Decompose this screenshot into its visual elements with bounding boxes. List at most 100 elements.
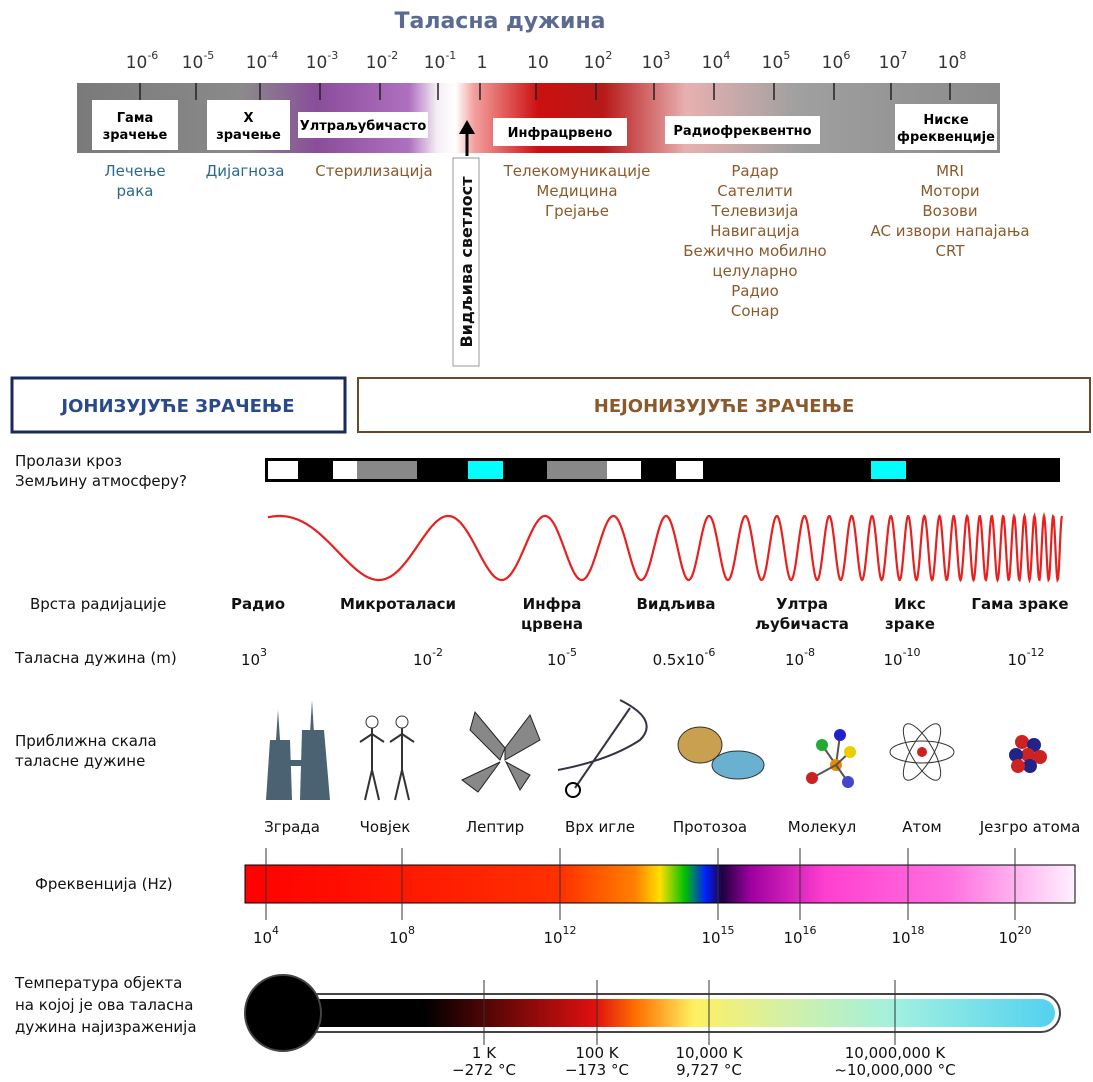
frequency-value: 1018 [891, 924, 924, 947]
type-label: љубичаста [755, 615, 849, 633]
use-label: Радар [731, 162, 778, 180]
wavelength-value-exp: -6 [704, 646, 715, 659]
use-label: Мотори [920, 182, 979, 200]
type-label: црвена [521, 615, 583, 633]
icon-atom [844, 746, 856, 758]
wavelength-scale-label-exp: 8 [959, 49, 966, 62]
use-label: Телевизија [711, 202, 799, 220]
band-label: фреквенције [897, 130, 995, 145]
use-label: Дијагноза [206, 162, 285, 180]
band-box [665, 116, 820, 144]
atmosphere-segment [333, 461, 357, 479]
atmosphere-segment [871, 461, 906, 479]
frequency-value: 104 [253, 924, 279, 947]
scale-item: Молекул [788, 818, 856, 836]
wavelength-scale-label-base: 10 [527, 53, 549, 73]
ionizing-label: ЈОНИЗУЈУЋЕ ЗРАЧЕЊЕ [59, 396, 294, 417]
scale-item: Човјек [360, 818, 411, 836]
icon-butterfly [461, 710, 541, 793]
wavelength-scale-label-base: 10 [182, 53, 204, 73]
frequency-value-base: 10 [543, 929, 562, 947]
icon-nucleon [1021, 748, 1035, 762]
wavelength-scale-label: 10-1 [424, 49, 457, 73]
thermometer-bulb [244, 974, 322, 1052]
frequency-value: 1016 [783, 924, 816, 947]
wavelength-scale-label-base: 10 [306, 53, 328, 73]
scale-item: Језгро атома [979, 818, 1081, 836]
band-label: Гама [117, 111, 153, 126]
wavelength-value-exp: 3 [260, 646, 267, 659]
band-box [92, 100, 178, 150]
icon-atom [816, 739, 828, 751]
scale-label: таласне дужине [15, 752, 145, 770]
wavelength-scale-label-exp: 3 [663, 49, 670, 62]
wavelength-value: 10-10 [883, 646, 920, 669]
band-label: Ниске [923, 113, 969, 128]
icon-human-head [395, 715, 409, 729]
wavelength-value-base: 10 [547, 651, 566, 669]
title: Таласна дужина [394, 9, 605, 34]
wavelength-scale-label: 10-4 [246, 49, 279, 73]
temperature-value: 10,000,000 K [845, 1044, 947, 1062]
frequency-value: 1015 [701, 924, 734, 947]
non-ionizing-label: НЕЈОНИЗУЈУЋЕ ЗРАЧЕЊЕ [594, 396, 855, 417]
wavelength-scale-label-base: 10 [584, 53, 606, 73]
types-label: Врста радијације [30, 595, 166, 613]
band-label: зрачење [103, 128, 168, 143]
use-label: Лечење [104, 162, 165, 180]
wavelength-scale-label-exp: 7 [900, 49, 907, 62]
wavelength-value-exp: -10 [903, 646, 921, 659]
wavelength-scale-label: 106 [822, 49, 851, 73]
band-box [895, 104, 997, 150]
wave [267, 511, 1064, 584]
wavelength-value: 0.5x10-6 [653, 646, 716, 669]
wavelength-value-exp: -5 [566, 646, 577, 659]
use-label: MRI [936, 162, 964, 180]
band-box [207, 100, 290, 150]
frequency-value-exp: 20 [1018, 924, 1032, 937]
scale-label: Приближна скала [15, 732, 157, 750]
temperature-label: дужина најизраженија [15, 1018, 197, 1036]
use-label: AC извори напајања [870, 222, 1029, 240]
icon-atom [834, 729, 846, 741]
icon-nucleon [1033, 750, 1047, 764]
frequency-value-base: 10 [998, 929, 1017, 947]
wavelength-scale-label: 105 [762, 49, 791, 73]
scale-item: Протозоа [673, 818, 747, 836]
icon-protozoa [677, 726, 723, 764]
wavelength-value-base: 10 [1007, 651, 1026, 669]
frequency-bar [244, 864, 1076, 904]
atmosphere-segment [547, 461, 607, 479]
wavelength-scale-label-base: 10 [126, 53, 148, 73]
temperature-label: на којој је ова таласна [15, 996, 193, 1014]
frequency-value-base: 10 [253, 929, 272, 947]
wavelength-scale-label: 103 [642, 49, 671, 73]
icon-needle-eye [565, 782, 581, 798]
atmosphere-segment [268, 461, 298, 479]
use-label: Стерилизација [315, 162, 433, 180]
type-label: Радио [231, 595, 285, 613]
atmosphere-label: Пролази кроз [15, 452, 122, 470]
type-label: Ултра [776, 595, 828, 613]
band-box [298, 112, 428, 138]
frequency-value-exp: 15 [721, 924, 735, 937]
use-label: целуларно [712, 262, 797, 280]
temperature-value: 100 K [575, 1044, 619, 1062]
wavelength-scale-label-exp: -5 [203, 49, 214, 62]
icon-orbit [902, 723, 942, 781]
ionizing-box [10, 376, 347, 434]
wavelength-value-base: 10 [883, 651, 902, 669]
band-label: Ултраљубичасто [300, 119, 427, 134]
frequency-value-exp: 4 [272, 924, 279, 937]
wavelength-scale-label: 10-2 [366, 49, 399, 73]
use-label: Медицина [536, 182, 617, 200]
wavelength-value-exp: -12 [1027, 646, 1045, 659]
scale-item: Лептир [466, 818, 524, 836]
wavelength-value-base: 0.5x10 [653, 651, 705, 669]
icon-nucleon [1009, 748, 1023, 762]
use-label: Возови [922, 202, 977, 220]
wavelength-value-exp: -2 [432, 646, 443, 659]
wavelength-scale-label: 10-6 [126, 49, 159, 73]
icon-nucleon [1015, 735, 1029, 749]
